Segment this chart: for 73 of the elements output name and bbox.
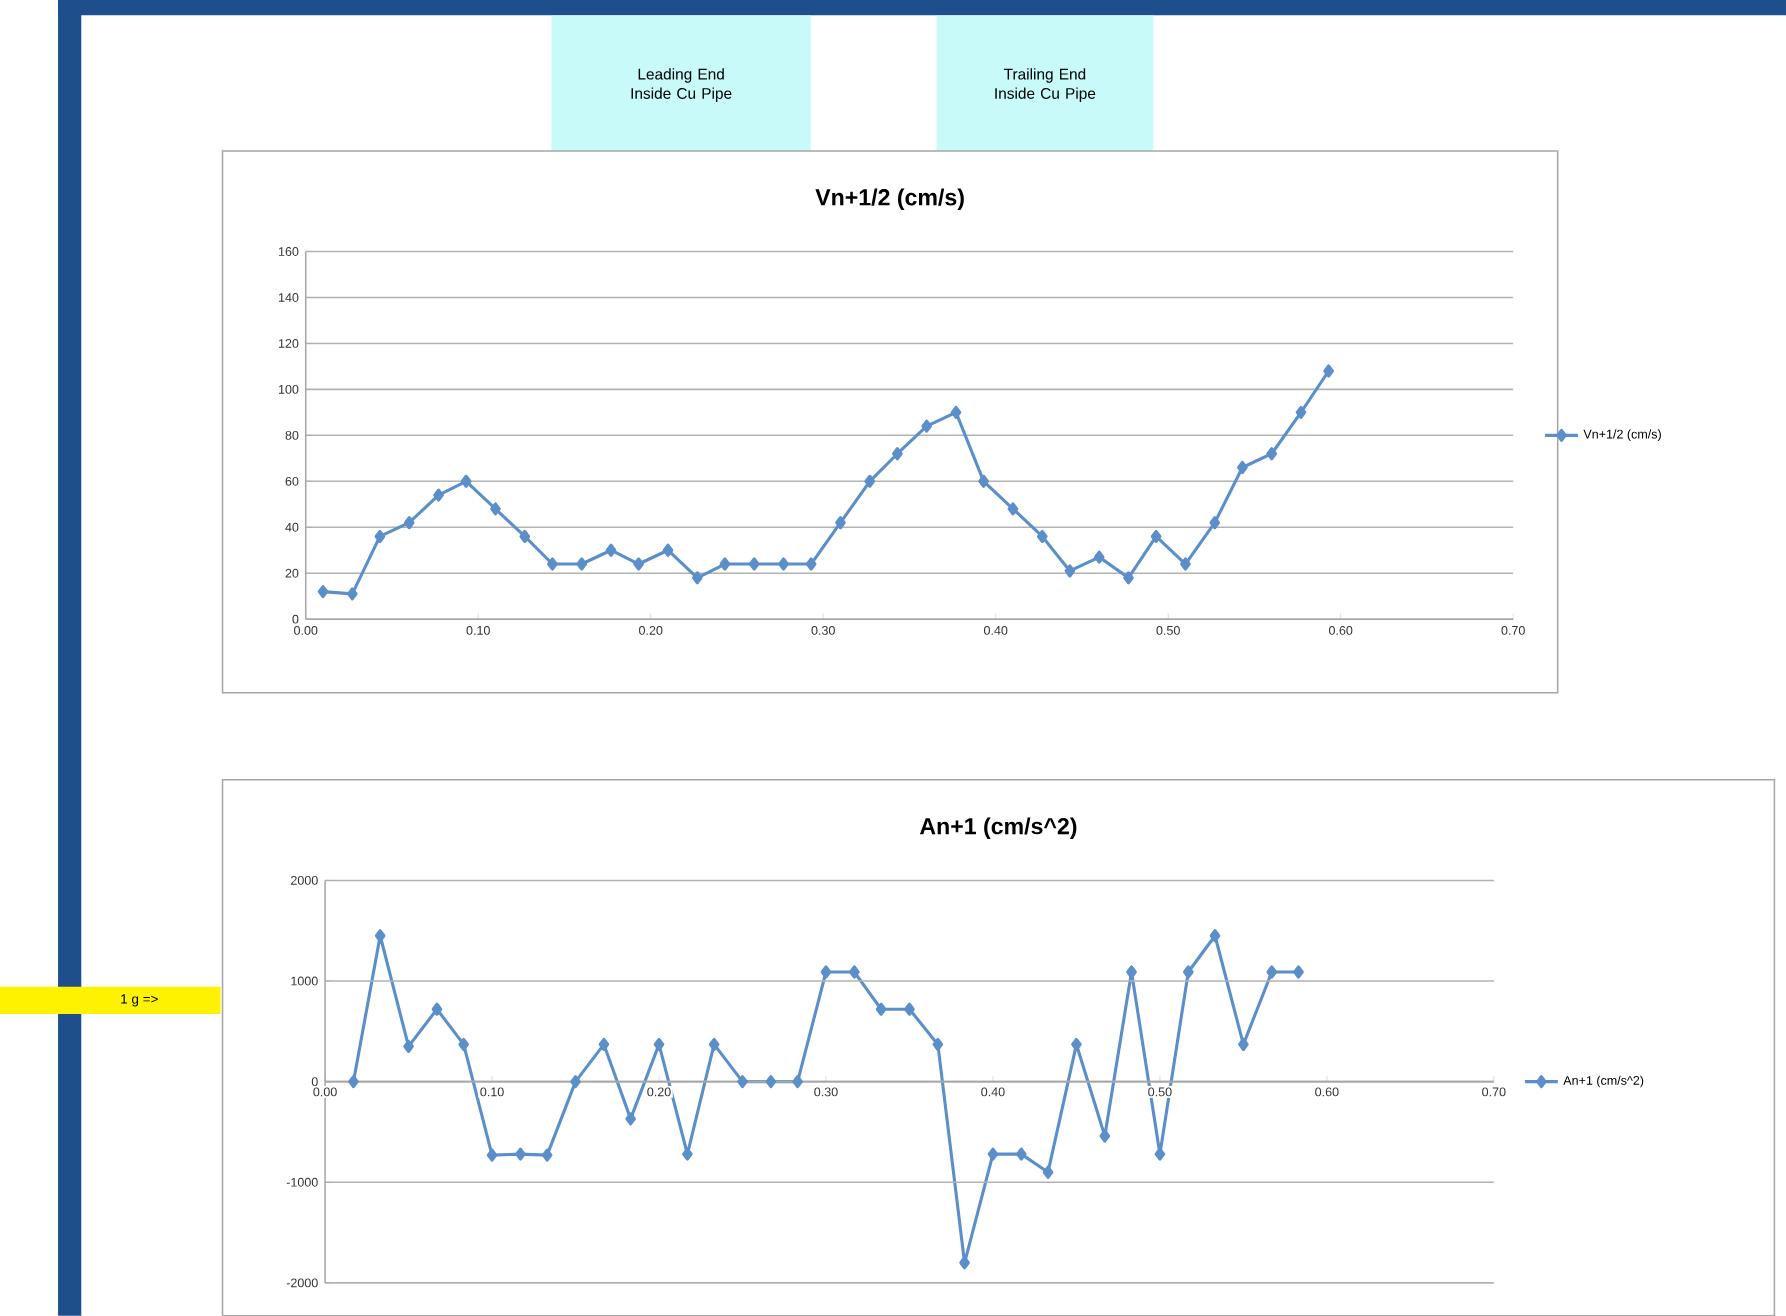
point bbox=[605, 543, 617, 557]
point bbox=[625, 1112, 636, 1126]
point bbox=[708, 1037, 720, 1051]
point bbox=[317, 584, 329, 598]
point bbox=[835, 515, 846, 529]
point bbox=[932, 1037, 944, 1051]
point bbox=[719, 557, 731, 571]
point bbox=[748, 557, 760, 571]
point bbox=[431, 1002, 443, 1016]
point bbox=[959, 1255, 970, 1270]
point bbox=[490, 502, 501, 516]
point bbox=[1093, 550, 1105, 564]
point bbox=[515, 1147, 526, 1161]
point bbox=[374, 529, 386, 543]
point bbox=[892, 446, 903, 461]
point bbox=[1238, 1037, 1249, 1051]
point bbox=[633, 557, 644, 571]
point bbox=[1209, 515, 1221, 529]
point bbox=[374, 928, 386, 943]
point bbox=[875, 1002, 887, 1016]
point bbox=[820, 965, 832, 979]
point bbox=[765, 1074, 777, 1088]
point bbox=[1323, 364, 1334, 378]
point bbox=[1016, 1147, 1027, 1161]
point bbox=[519, 529, 531, 543]
point bbox=[598, 1037, 610, 1051]
chart-title: Vn+1/2 (cm/s) bbox=[815, 188, 964, 210]
point bbox=[1266, 446, 1278, 461]
point bbox=[460, 474, 472, 488]
point bbox=[1266, 965, 1278, 979]
point bbox=[403, 515, 415, 529]
point bbox=[433, 488, 444, 502]
point bbox=[458, 1037, 469, 1051]
point bbox=[864, 474, 876, 488]
point bbox=[1150, 529, 1162, 543]
point bbox=[1154, 1147, 1166, 1161]
point bbox=[1007, 502, 1019, 516]
point bbox=[1126, 965, 1137, 979]
point bbox=[653, 1037, 665, 1051]
point bbox=[547, 557, 558, 571]
point bbox=[576, 557, 588, 571]
point bbox=[486, 1148, 498, 1162]
point bbox=[348, 1074, 359, 1088]
point bbox=[346, 587, 358, 601]
point bbox=[792, 1074, 803, 1088]
point bbox=[541, 1148, 553, 1162]
point bbox=[1099, 1129, 1111, 1143]
point bbox=[403, 1039, 414, 1053]
point bbox=[978, 474, 989, 488]
point bbox=[1180, 557, 1191, 571]
point bbox=[1064, 564, 1076, 578]
point bbox=[662, 543, 674, 557]
chart-title: An+1 (cm/s^2) bbox=[919, 817, 1077, 839]
point bbox=[904, 1002, 915, 1016]
point bbox=[1071, 1037, 1082, 1051]
point bbox=[1237, 460, 1248, 474]
point bbox=[849, 965, 860, 979]
point bbox=[987, 1147, 999, 1161]
point bbox=[1036, 529, 1048, 543]
point bbox=[570, 1074, 581, 1088]
point bbox=[737, 1074, 748, 1088]
point bbox=[1293, 965, 1304, 979]
point bbox=[778, 557, 789, 571]
point bbox=[805, 557, 817, 571]
point bbox=[950, 405, 962, 419]
point bbox=[691, 570, 703, 585]
point bbox=[1295, 405, 1307, 419]
point bbox=[921, 419, 933, 433]
point bbox=[1209, 928, 1221, 943]
point bbox=[1042, 1165, 1054, 1179]
point bbox=[1182, 965, 1194, 979]
point bbox=[1123, 570, 1134, 585]
point bbox=[682, 1147, 693, 1161]
